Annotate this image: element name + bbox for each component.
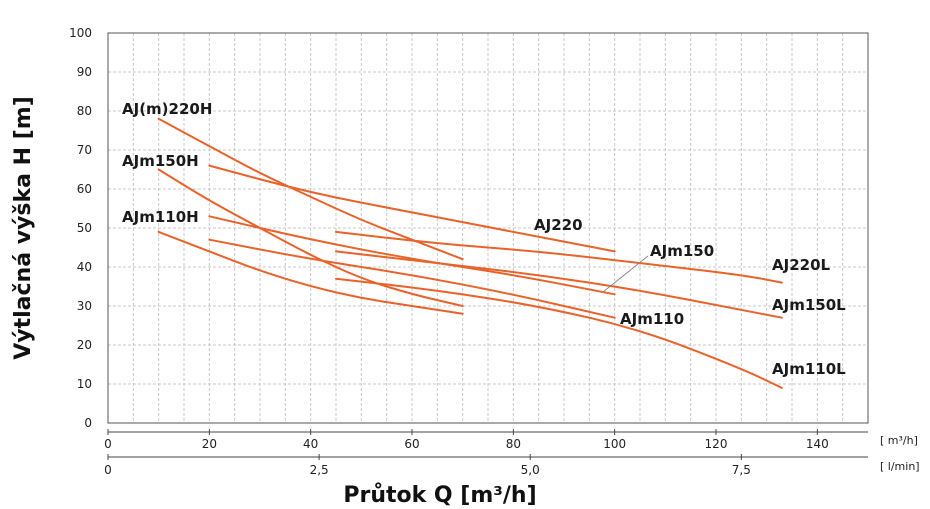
x-tick-labels-lmin: 0 20 40 60 80 100 120 140 <box>104 429 868 451</box>
x-tick-labels-m3h: 0 2,5 5,0 7,5 <box>104 454 868 477</box>
y-tick-label: 80 <box>77 104 92 118</box>
series-label-ajm110h: AJm110H <box>122 208 199 226</box>
y-tick-labels: 0 10 20 30 40 50 60 70 80 90 100 <box>69 26 92 430</box>
y-tick-label: 10 <box>77 377 92 391</box>
x-axis-title: Průtok Q [m³/h] <box>343 483 536 508</box>
x-tick-label: 5,0 <box>521 463 540 477</box>
plot-frame <box>107 32 869 424</box>
series-label-ajm150h: AJm150H <box>122 152 199 170</box>
series-line-aj220 <box>208 164 616 253</box>
x-tick-label: 60 <box>404 437 419 451</box>
y-tick-label: 70 <box>77 143 92 157</box>
series-label-ajm110: AJm110 <box>620 310 684 328</box>
series-label-aj220: AJ220 <box>534 216 583 234</box>
series-line-ajm110h <box>157 230 464 315</box>
series-line-ajm150l <box>335 250 783 319</box>
y-tick-label: 20 <box>77 338 92 352</box>
series-label-ajm150l: AJm150L <box>772 296 846 314</box>
x-tick-label: 7,5 <box>732 463 751 477</box>
series-label-ajm110l: AJm110L <box>772 360 846 378</box>
y-tick-label: 30 <box>77 299 92 313</box>
series-line-ajm150h <box>157 168 464 307</box>
curves <box>157 117 783 389</box>
y-tick-label: 40 <box>77 260 92 274</box>
series-line-ajm110 <box>208 238 616 319</box>
x-unit-lmin: [ m³/h] <box>880 434 918 447</box>
y-tick-label: 60 <box>77 182 92 196</box>
x-tick-label: 0 <box>104 437 112 451</box>
series-label-aj220l: AJ220L <box>772 256 831 274</box>
y-tick-label: 50 <box>77 221 92 235</box>
y-tick-label: 0 <box>84 416 92 430</box>
x-tick-label: 80 <box>506 437 521 451</box>
y-tick-label: 90 <box>77 65 92 79</box>
y-tick-label: 100 <box>69 26 92 40</box>
series-label-ajm220h: AJ(m)220H <box>122 100 212 118</box>
series-line-ajm110l <box>335 277 783 389</box>
x-tick-label: 120 <box>705 437 728 451</box>
series-line-aj220l <box>335 230 783 284</box>
series-line-ajm150 <box>208 215 616 296</box>
x-tick-label: 40 <box>303 437 318 451</box>
x-tick-label: 0 <box>104 463 112 477</box>
x-unit-m3h: [ l/min] <box>880 460 920 473</box>
x-tick-label: 2,5 <box>310 463 329 477</box>
x-tick-label: 100 <box>603 437 626 451</box>
x-tick-label: 140 <box>806 437 829 451</box>
series-label-ajm150: AJm150 <box>650 242 714 260</box>
ajm150-leader-line <box>602 255 649 293</box>
series-labels: AJ(m)220H AJm150H AJm110H AJ220 AJm150 AJm110… <box>122 100 846 378</box>
y-axis-title: Výtlačná výška H [m] <box>11 96 36 360</box>
x-tick-label: 20 <box>202 437 217 451</box>
